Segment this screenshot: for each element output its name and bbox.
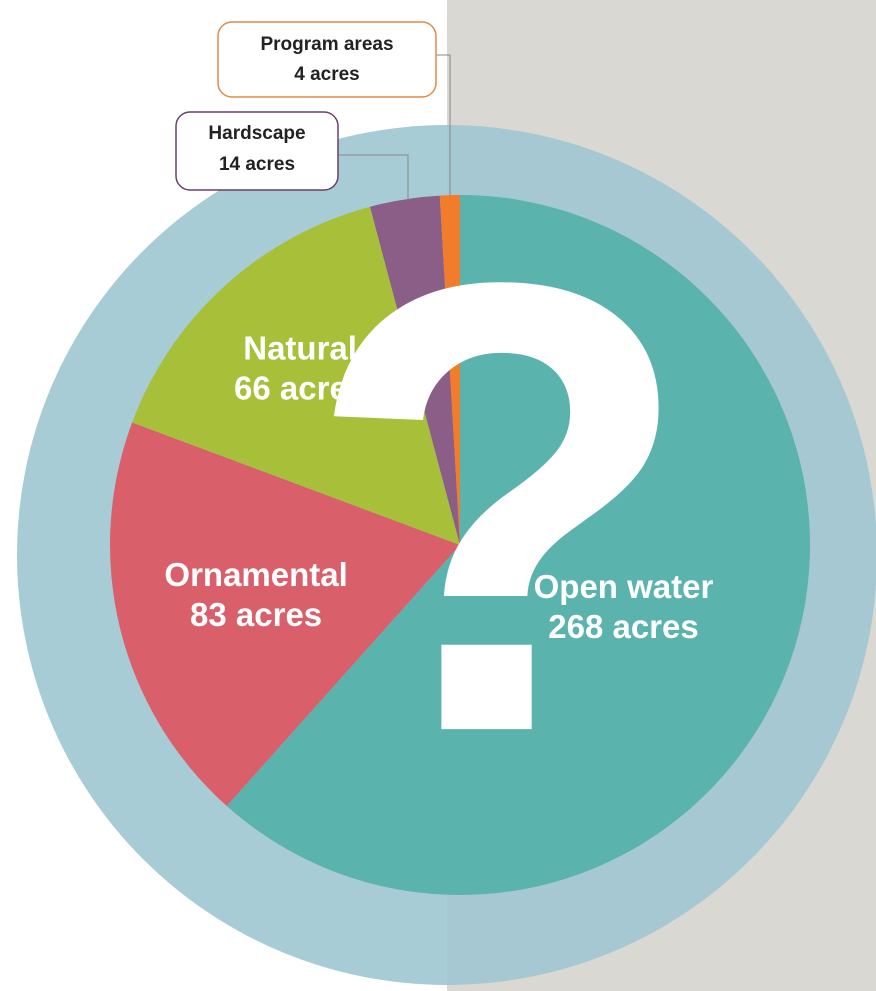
leader-line (338, 154, 409, 200)
slice-value: 66 acres (234, 369, 366, 406)
pie (110, 195, 811, 895)
callout-box (217, 21, 437, 98)
slice-name: Ornamental (164, 556, 347, 593)
callout-box (175, 111, 339, 191)
slice-value: 83 acres (190, 596, 322, 633)
slice-value: 268 acres (548, 608, 698, 645)
leader-line (436, 54, 451, 195)
pie-slice (110, 422, 461, 806)
callout-name: Hardscape (208, 123, 305, 144)
slice-name: Natural (243, 329, 357, 366)
callout-name: Program areas (260, 34, 393, 55)
pie-slice (226, 195, 811, 895)
pie-slice (439, 195, 460, 545)
slice-name: Open water (534, 568, 714, 605)
callout-value: 14 acres (219, 154, 295, 175)
question-mark: ? (305, 150, 696, 865)
pie-slice (132, 206, 460, 546)
pie-slice (370, 195, 460, 545)
callout-value: 4 acres (294, 64, 360, 85)
